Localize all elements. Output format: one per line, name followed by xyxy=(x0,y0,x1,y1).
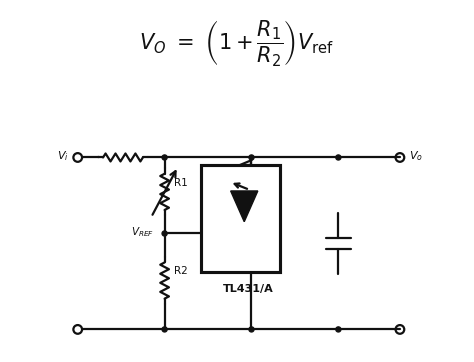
Text: $V_{REF}$: $V_{REF}$ xyxy=(131,225,154,239)
Circle shape xyxy=(249,155,254,160)
Circle shape xyxy=(336,327,341,332)
Polygon shape xyxy=(231,191,258,222)
Text: $V_o$: $V_o$ xyxy=(409,149,423,163)
Text: TL431/A: TL431/A xyxy=(222,284,273,294)
Circle shape xyxy=(162,231,167,236)
Text: $V_i$: $V_i$ xyxy=(57,149,69,163)
Circle shape xyxy=(162,155,167,160)
Circle shape xyxy=(336,155,341,160)
Text: R2: R2 xyxy=(173,266,187,277)
Bar xyxy=(201,165,281,272)
Circle shape xyxy=(249,327,254,332)
Text: $V_O \ = \ \left(1 + \dfrac{R_1}{R_2}\right) V_{\rm ref}$: $V_O \ = \ \left(1 + \dfrac{R_1}{R_2}\ri… xyxy=(139,18,335,68)
Circle shape xyxy=(162,327,167,332)
Text: R1: R1 xyxy=(173,178,187,188)
